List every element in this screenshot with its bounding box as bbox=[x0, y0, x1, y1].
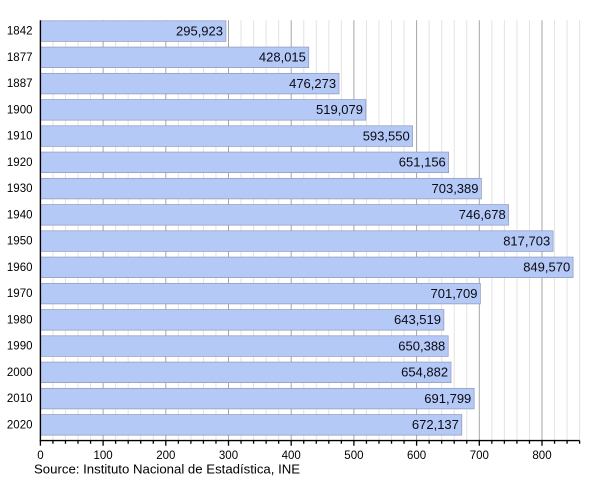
svg-text:643,519: 643,519 bbox=[394, 312, 441, 327]
svg-text:100: 100 bbox=[94, 450, 113, 462]
svg-text:500: 500 bbox=[344, 450, 363, 462]
svg-text:476,273: 476,273 bbox=[289, 76, 336, 91]
svg-text:1970: 1970 bbox=[7, 288, 33, 300]
svg-text:1980: 1980 bbox=[7, 314, 33, 326]
svg-text:691,799: 691,799 bbox=[424, 391, 471, 406]
svg-text:1940: 1940 bbox=[7, 209, 33, 221]
svg-text:2020: 2020 bbox=[7, 419, 33, 431]
svg-text:1887: 1887 bbox=[7, 78, 33, 90]
svg-text:1950: 1950 bbox=[7, 236, 33, 248]
svg-text:1877: 1877 bbox=[7, 52, 33, 64]
svg-text:700: 700 bbox=[470, 450, 489, 462]
svg-text:672,137: 672,137 bbox=[412, 417, 459, 432]
svg-text:703,389: 703,389 bbox=[432, 181, 479, 196]
svg-text:600: 600 bbox=[407, 450, 426, 462]
svg-text:817,703: 817,703 bbox=[503, 233, 550, 248]
svg-text:800: 800 bbox=[532, 450, 551, 462]
svg-text:428,015: 428,015 bbox=[259, 50, 306, 65]
svg-text:1910: 1910 bbox=[7, 131, 33, 143]
svg-text:746,678: 746,678 bbox=[459, 207, 506, 222]
svg-text:1930: 1930 bbox=[7, 183, 33, 195]
svg-text:1990: 1990 bbox=[7, 341, 33, 353]
svg-text:1960: 1960 bbox=[7, 262, 33, 274]
svg-text:295,923: 295,923 bbox=[176, 23, 223, 38]
svg-text:1842: 1842 bbox=[7, 26, 33, 38]
svg-text:2010: 2010 bbox=[7, 393, 33, 405]
svg-text:654,882: 654,882 bbox=[401, 365, 448, 380]
svg-text:651,156: 651,156 bbox=[399, 155, 446, 170]
svg-text:519,079: 519,079 bbox=[316, 102, 363, 117]
svg-text:200: 200 bbox=[156, 450, 175, 462]
svg-text:2000: 2000 bbox=[7, 367, 33, 379]
svg-text:849,570: 849,570 bbox=[523, 260, 570, 275]
svg-text:0: 0 bbox=[37, 450, 43, 462]
svg-text:1920: 1920 bbox=[7, 157, 33, 169]
svg-text:400: 400 bbox=[282, 450, 301, 462]
svg-text:701,709: 701,709 bbox=[431, 286, 478, 301]
svg-text:1900: 1900 bbox=[7, 104, 33, 116]
svg-text:593,550: 593,550 bbox=[363, 128, 410, 143]
svg-text:300: 300 bbox=[219, 450, 238, 462]
svg-text:650,388: 650,388 bbox=[398, 338, 445, 353]
svg-text:Source: Instituto Nacional de: Source: Instituto Nacional de Estadístic… bbox=[34, 462, 300, 477]
